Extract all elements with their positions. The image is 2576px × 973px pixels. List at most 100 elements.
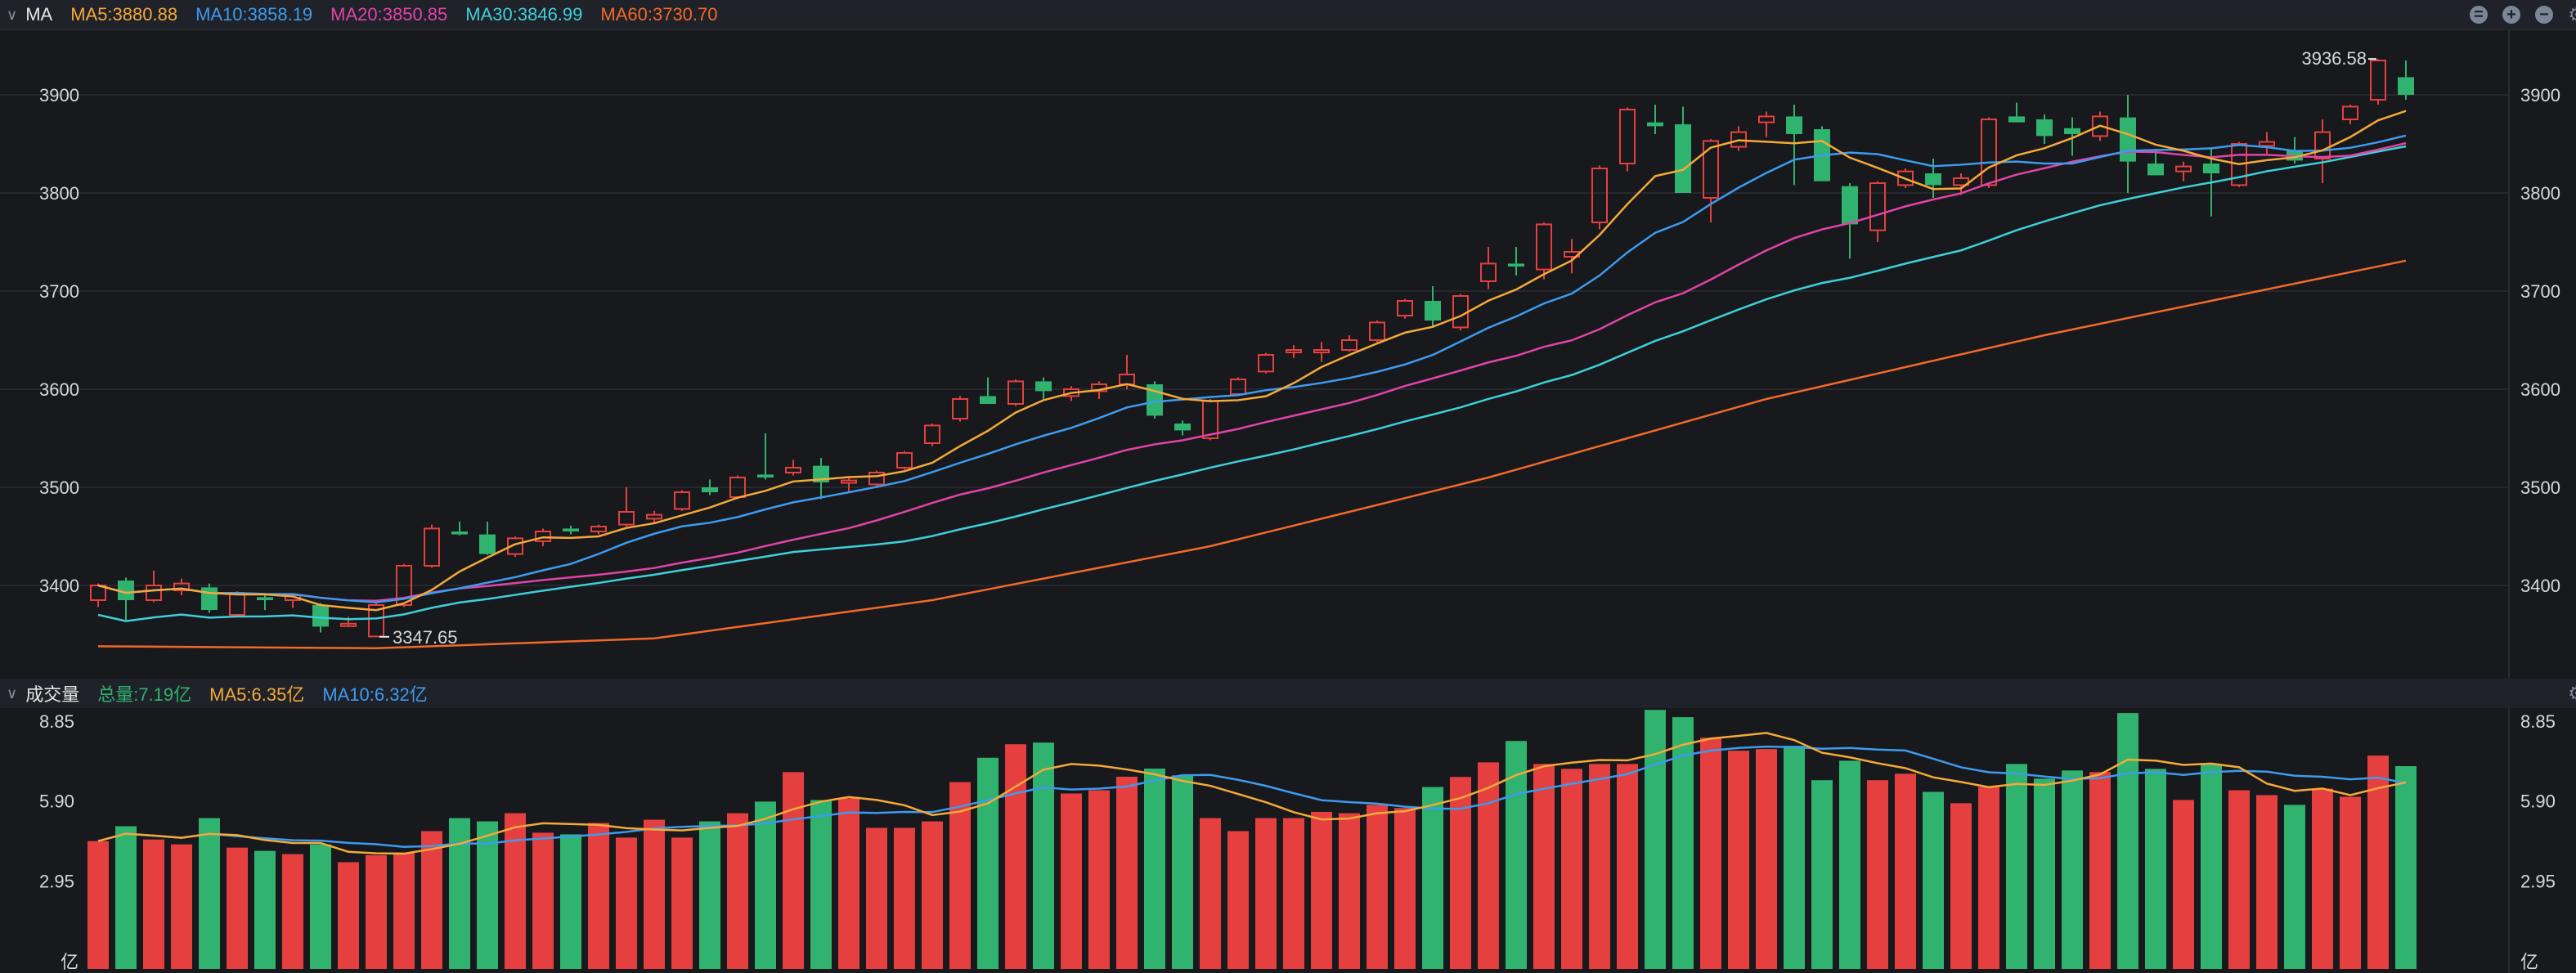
candle-body bbox=[1313, 349, 1330, 353]
volume-bar bbox=[1200, 818, 1221, 969]
candle bbox=[646, 510, 662, 523]
candle-body bbox=[1758, 115, 1775, 123]
main-chart-header: ∨ MA MA5:3880.88 MA10:3858.19 MA20:3850.… bbox=[0, 0, 2576, 29]
y-tick-left: 3700 bbox=[39, 281, 79, 302]
collapse-chevron-icon[interactable]: ∨ bbox=[7, 6, 18, 23]
candle bbox=[1842, 183, 1858, 259]
volume-bar bbox=[1589, 764, 1610, 969]
candle bbox=[1286, 345, 1302, 358]
volume-bar bbox=[977, 757, 999, 969]
candle-body bbox=[1591, 168, 1608, 223]
volume-chart[interactable]: 2.95 2.95 5.90 5.90 8.85 8.85 亿 亿 bbox=[0, 708, 2576, 973]
volume-bar bbox=[894, 827, 915, 969]
volume-bar bbox=[421, 831, 442, 969]
candle-body bbox=[1619, 109, 1636, 164]
candle bbox=[118, 577, 134, 620]
volume-bar bbox=[810, 800, 832, 969]
volume-bar bbox=[143, 839, 164, 969]
volume-bar bbox=[1533, 764, 1555, 969]
volume-bar bbox=[922, 821, 943, 969]
settings-gear-icon[interactable]: ⚙ bbox=[2568, 3, 2576, 27]
candle bbox=[1313, 342, 1330, 362]
volume-bar bbox=[1867, 780, 1888, 969]
volume-y-tick-left: 5.90 bbox=[39, 791, 74, 812]
candle bbox=[952, 396, 968, 422]
candle bbox=[1508, 247, 1524, 276]
candle-body bbox=[2147, 164, 2164, 176]
legend-volume-total: 总量:7.19亿 bbox=[97, 684, 192, 705]
volume-bar bbox=[2395, 766, 2417, 969]
candle-body bbox=[1119, 374, 1135, 385]
reset-zoom-button[interactable]: = bbox=[2470, 6, 2488, 24]
y-tick-right: 3600 bbox=[2520, 379, 2560, 400]
candle bbox=[1869, 181, 1886, 242]
candle bbox=[396, 563, 412, 608]
y-tick-left: 3400 bbox=[39, 576, 79, 596]
volume-bar bbox=[171, 844, 192, 969]
volume-bar bbox=[2340, 796, 2361, 969]
candle bbox=[479, 522, 496, 555]
candle bbox=[674, 490, 690, 511]
volume-chart-header: ∨ 成交量 总量:7.19亿 MA5:6.35亿 MA10:6.32亿 ⚙ bbox=[0, 679, 2576, 708]
volume-settings-gear-icon[interactable]: ⚙ bbox=[2568, 682, 2576, 706]
candle-body bbox=[1536, 223, 1552, 271]
volume-bar bbox=[1339, 813, 1360, 969]
candle bbox=[1174, 420, 1191, 436]
collapse-chevron-icon[interactable]: ∨ bbox=[7, 684, 18, 702]
volume-bar bbox=[1061, 793, 1082, 969]
candle-body bbox=[980, 396, 996, 404]
volume-bar bbox=[1645, 710, 1666, 969]
candle-body bbox=[1258, 354, 1274, 373]
candle-body bbox=[1508, 263, 1524, 267]
candlestick-chart[interactable]: 3400 3400 3500 3500 3600 3600 3700 3700 3800 3800… bbox=[0, 29, 2576, 679]
volume-bar bbox=[1255, 818, 1277, 969]
volume-unit-right: 亿 bbox=[2520, 952, 2538, 972]
volume-bar bbox=[1422, 787, 1443, 969]
candle bbox=[1758, 111, 1775, 137]
zoom-in-button[interactable]: + bbox=[2502, 6, 2520, 24]
ma5-line bbox=[97, 110, 2407, 612]
candle bbox=[146, 571, 162, 603]
volume-y-tick-right: 8.85 bbox=[2520, 711, 2556, 732]
candle bbox=[1425, 286, 1441, 327]
candle bbox=[2092, 111, 2108, 141]
candle bbox=[451, 522, 468, 536]
volume-bar bbox=[1700, 738, 1721, 969]
candle-body bbox=[424, 527, 440, 567]
legend-volume-ma10: MA10:6.32亿 bbox=[322, 684, 428, 705]
candle-body bbox=[674, 491, 690, 510]
volume-bar bbox=[532, 832, 554, 969]
candle bbox=[590, 524, 607, 535]
volume-bar bbox=[560, 834, 581, 969]
candle bbox=[2203, 149, 2219, 217]
low-price-label: 3347.65 bbox=[393, 627, 458, 648]
candle bbox=[424, 524, 440, 568]
candle bbox=[1341, 335, 1358, 352]
candle bbox=[1147, 381, 1163, 419]
legend-ma5: MA5:3880.88 bbox=[70, 4, 178, 25]
candle-body bbox=[2092, 115, 2108, 137]
zoom-out-button[interactable]: − bbox=[2535, 6, 2553, 24]
candle-body bbox=[757, 474, 774, 478]
volume-bar bbox=[1923, 791, 1944, 969]
y-tick-left: 3500 bbox=[39, 478, 79, 498]
volume-y-tick-left: 8.85 bbox=[39, 711, 74, 732]
volume-bar bbox=[1728, 751, 1749, 969]
candle bbox=[1675, 106, 1691, 193]
volume-bar bbox=[338, 862, 359, 969]
candle-body bbox=[2342, 105, 2358, 121]
volume-bar bbox=[838, 798, 859, 969]
candle-body bbox=[1452, 295, 1469, 329]
candle-body bbox=[396, 565, 412, 606]
candle-body bbox=[507, 537, 523, 555]
candle bbox=[1619, 107, 1636, 172]
volume-bar bbox=[2145, 769, 2166, 969]
volume-bar bbox=[2201, 764, 2222, 969]
candle-body bbox=[229, 592, 245, 616]
candle bbox=[924, 424, 940, 446]
candle-body bbox=[2036, 119, 2053, 137]
volume-bar bbox=[644, 819, 665, 969]
candle bbox=[507, 536, 523, 558]
volume-bar bbox=[1367, 805, 1388, 969]
candle-body bbox=[118, 581, 134, 600]
